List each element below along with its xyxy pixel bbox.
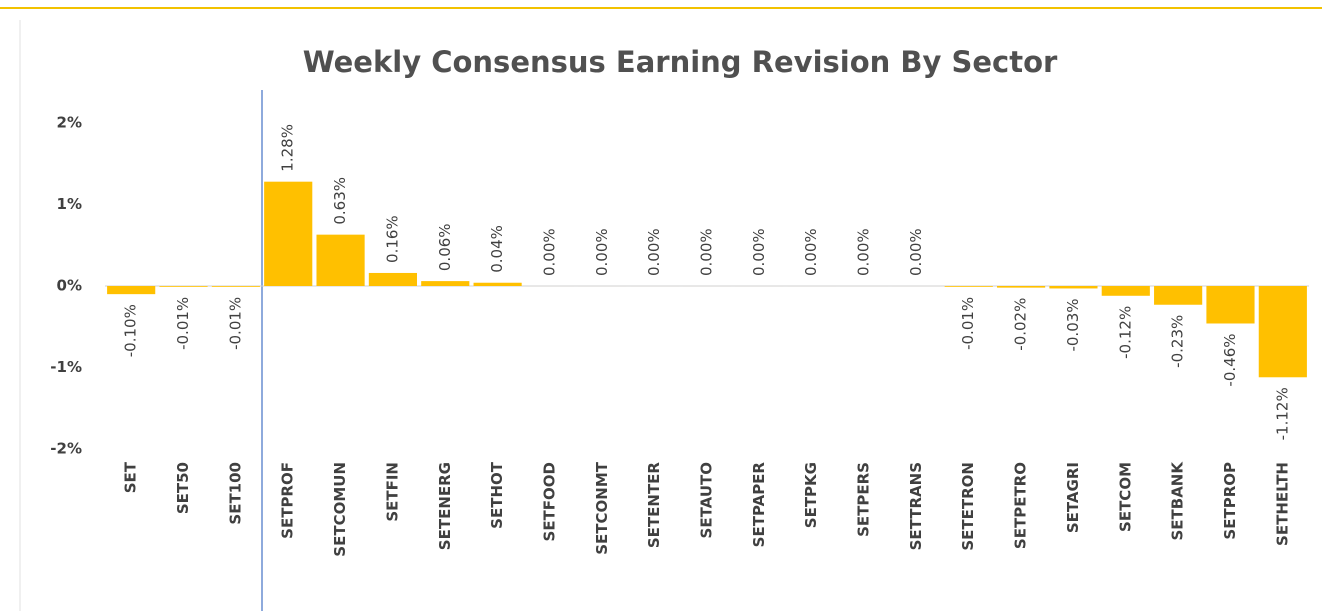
x-tick-label: SETPKG — [802, 462, 820, 528]
x-tick-label: SETHELTH — [1273, 462, 1291, 546]
x-tick-label: SETFIN — [383, 462, 401, 522]
data-label: 1.28% — [279, 124, 297, 172]
x-tick-label: SETTRANS — [907, 462, 925, 550]
bar — [264, 181, 313, 286]
x-tick-label: SETPROP — [1221, 462, 1239, 540]
data-label: 0.04% — [488, 225, 506, 273]
bar — [997, 286, 1046, 288]
data-label: -0.12% — [1116, 306, 1134, 359]
x-tick-label: SETBANK — [1169, 461, 1187, 541]
bar — [421, 281, 470, 286]
data-label: -0.02% — [1012, 298, 1030, 351]
x-tick-label: SETENERG — [436, 462, 454, 550]
data-label: 0.00% — [802, 228, 820, 276]
bar — [159, 286, 208, 287]
data-label: 0.00% — [540, 228, 558, 276]
y-tick-label: -2% — [50, 440, 82, 458]
bar — [316, 234, 365, 286]
bar — [473, 282, 522, 286]
bar — [944, 286, 993, 287]
bar — [107, 286, 156, 295]
x-tick-label: SETETRON — [959, 462, 977, 551]
y-tick-label: 0% — [57, 277, 82, 295]
data-label: -0.23% — [1169, 315, 1187, 368]
x-tick-label: SETCONMT — [593, 461, 611, 555]
data-label: -0.01% — [959, 297, 977, 350]
data-label: 0.00% — [750, 228, 768, 276]
x-tick-label: SETAGRI — [1064, 462, 1082, 533]
data-label: -0.01% — [174, 297, 192, 350]
x-tick-label: SETPERS — [855, 462, 873, 537]
y-tick-label: 2% — [57, 114, 82, 132]
x-tick-label: SETPROF — [279, 462, 297, 539]
x-tick-label: SET100 — [226, 462, 244, 525]
bar — [1049, 286, 1098, 289]
x-tick-label: SETPETRO — [1012, 462, 1030, 549]
data-label: -0.10% — [122, 304, 140, 357]
bar — [211, 286, 260, 287]
y-tick-label: 1% — [57, 195, 82, 213]
x-tick-label: SETFOOD — [540, 462, 558, 541]
bar — [368, 272, 417, 286]
x-tick-label: SETHOT — [488, 461, 506, 529]
data-label: 0.63% — [331, 177, 349, 225]
data-label: 0.16% — [383, 215, 401, 263]
x-tick-label: SETPAPER — [750, 462, 768, 548]
bar — [1258, 286, 1307, 378]
data-label: -0.46% — [1221, 333, 1239, 386]
bar — [1154, 286, 1203, 305]
bar — [1206, 286, 1255, 324]
bar — [1101, 286, 1150, 296]
data-label: 0.00% — [593, 228, 611, 276]
data-label: 0.00% — [698, 228, 716, 276]
x-tick-label: SET50 — [174, 462, 192, 514]
x-tick-label: SET — [122, 461, 140, 493]
data-label: 0.00% — [907, 228, 925, 276]
data-label: -1.12% — [1273, 387, 1291, 440]
x-tick-label: SETCOM — [1116, 462, 1134, 532]
data-label: -0.01% — [226, 297, 244, 350]
data-label: -0.03% — [1064, 298, 1082, 351]
data-label: 0.00% — [855, 228, 873, 276]
y-tick-label: -1% — [50, 358, 82, 376]
data-label: 0.06% — [436, 223, 454, 271]
chart-title: Weekly Consensus Earning Revision By Sec… — [303, 45, 1058, 79]
x-tick-label: SETENTER — [645, 462, 663, 549]
x-tick-label: SETAUTO — [698, 462, 716, 538]
data-label: 0.00% — [645, 228, 663, 276]
x-tick-label: SETCOMUN — [331, 462, 349, 557]
